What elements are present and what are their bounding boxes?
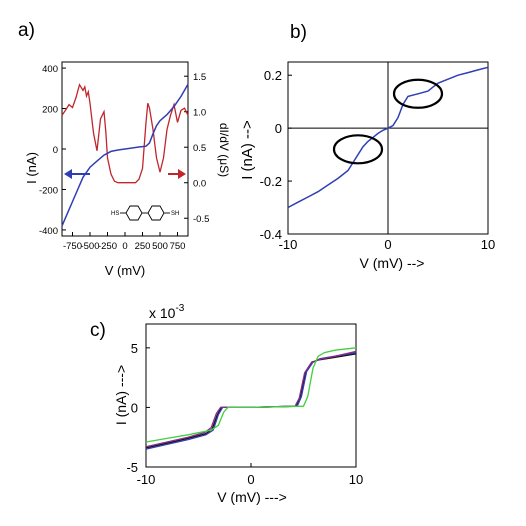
panel-b-ytick-label: 0.2 bbox=[264, 68, 282, 83]
panel-a-ytick-right-label: -0.5 bbox=[193, 214, 209, 225]
panel-a-series-current bbox=[61, 83, 189, 227]
panel-b-highlight-ellipse bbox=[332, 134, 384, 165]
panel-c-xtick-label: 10 bbox=[349, 472, 363, 487]
panel-c-ylabel: I (nA) ---> bbox=[113, 365, 129, 425]
panel-a-ytick-label: -200 bbox=[39, 185, 58, 196]
panel-b-xtick-label: -10 bbox=[279, 237, 298, 252]
panel-b-ytick-label: -0.2 bbox=[260, 174, 282, 189]
panel-c-series bbox=[145, 347, 357, 443]
panel-b-label: b) bbox=[290, 22, 307, 43]
panel-b-plot: I (nA) --> V (mV) --> -10 0 10 0.2 0 -0.2 -0.4 bbox=[239, 61, 495, 271]
panel-c-series bbox=[145, 350, 357, 448]
panel-a-ytick-right-label: 0.5 bbox=[193, 143, 206, 154]
panel-b-ylabel: I (nA) --> bbox=[239, 120, 256, 180]
panel-b-xlabel: V (mV) --> bbox=[360, 255, 425, 271]
panel-a-ylabel-right: dI/dV (μS) bbox=[217, 123, 231, 177]
panel-a-ytick-right-label: 1.0 bbox=[193, 108, 206, 119]
panel-c-series bbox=[145, 351, 357, 450]
panel-c-label: c) bbox=[90, 320, 106, 341]
panel-a-ylabel: I (nA) bbox=[24, 152, 39, 184]
panel-b-ytick-label: -0.4 bbox=[260, 227, 282, 242]
panel-c-plot: I (nA) ---> V (mV) ---> x 10-3 -10 0 10 5 0 -… bbox=[113, 303, 363, 505]
panel-a-xtick-label: 500 bbox=[152, 241, 168, 252]
panel-c-xtick-label: 0 bbox=[247, 472, 254, 487]
panel-c-xtick-label: -10 bbox=[137, 472, 156, 487]
panel-a-series-didv bbox=[61, 83, 189, 184]
panel-b-xtick-label: 0 bbox=[384, 237, 391, 252]
panel-a-xtick-label: -750 bbox=[63, 241, 82, 252]
molecule-inset: HS SH bbox=[111, 205, 179, 221]
panel-a-xtick-label: -250 bbox=[98, 241, 117, 252]
panel-b-ytick-label: 0 bbox=[275, 121, 282, 136]
panel-c-series bbox=[145, 353, 357, 449]
panel-a-label: a) bbox=[18, 20, 35, 41]
panel-a-xtick-label: 0 bbox=[122, 241, 127, 252]
panel-a-plot: I (nA) dI/dV (μS) V (mV) HS SH -750-500-… bbox=[24, 61, 231, 278]
right-axis-arrow bbox=[168, 169, 186, 179]
panel-a-ytick-label: 400 bbox=[42, 64, 58, 75]
panel-a-ytick-right-label: 1.5 bbox=[193, 72, 206, 83]
panel-a-xtick-label: 750 bbox=[170, 241, 186, 252]
panel-a-ytick-label: 200 bbox=[42, 105, 58, 116]
panel-c-ytick-label: -5 bbox=[126, 460, 138, 475]
panel-b-highlight-ellipse bbox=[392, 78, 444, 109]
panel-c-scale-note: x 10-3 bbox=[149, 303, 185, 321]
left-axis-arrow bbox=[64, 169, 90, 179]
panel-c-ytick-label: 0 bbox=[131, 400, 138, 415]
panel-c-frame bbox=[145, 323, 357, 468]
svg-text:HS: HS bbox=[111, 211, 119, 217]
panel-a-ytick-right-label: 0.0 bbox=[193, 179, 206, 190]
panel-c-ytick-label: 5 bbox=[131, 341, 138, 356]
panel-a-ytick-label: -400 bbox=[39, 226, 58, 237]
panel-a-ytick-label: 0 bbox=[53, 145, 58, 156]
svg-text:SH: SH bbox=[171, 211, 179, 217]
panel-a-xlabel: V (mV) bbox=[105, 263, 145, 278]
panel-b-xtick-label: 10 bbox=[481, 237, 495, 252]
panel-a-xtick-label: -500 bbox=[80, 241, 99, 252]
panel-b-series bbox=[287, 66, 489, 209]
panel-a-xtick-label: 250 bbox=[135, 241, 151, 252]
panel-c-xlabel: V (mV) ---> bbox=[217, 489, 287, 505]
